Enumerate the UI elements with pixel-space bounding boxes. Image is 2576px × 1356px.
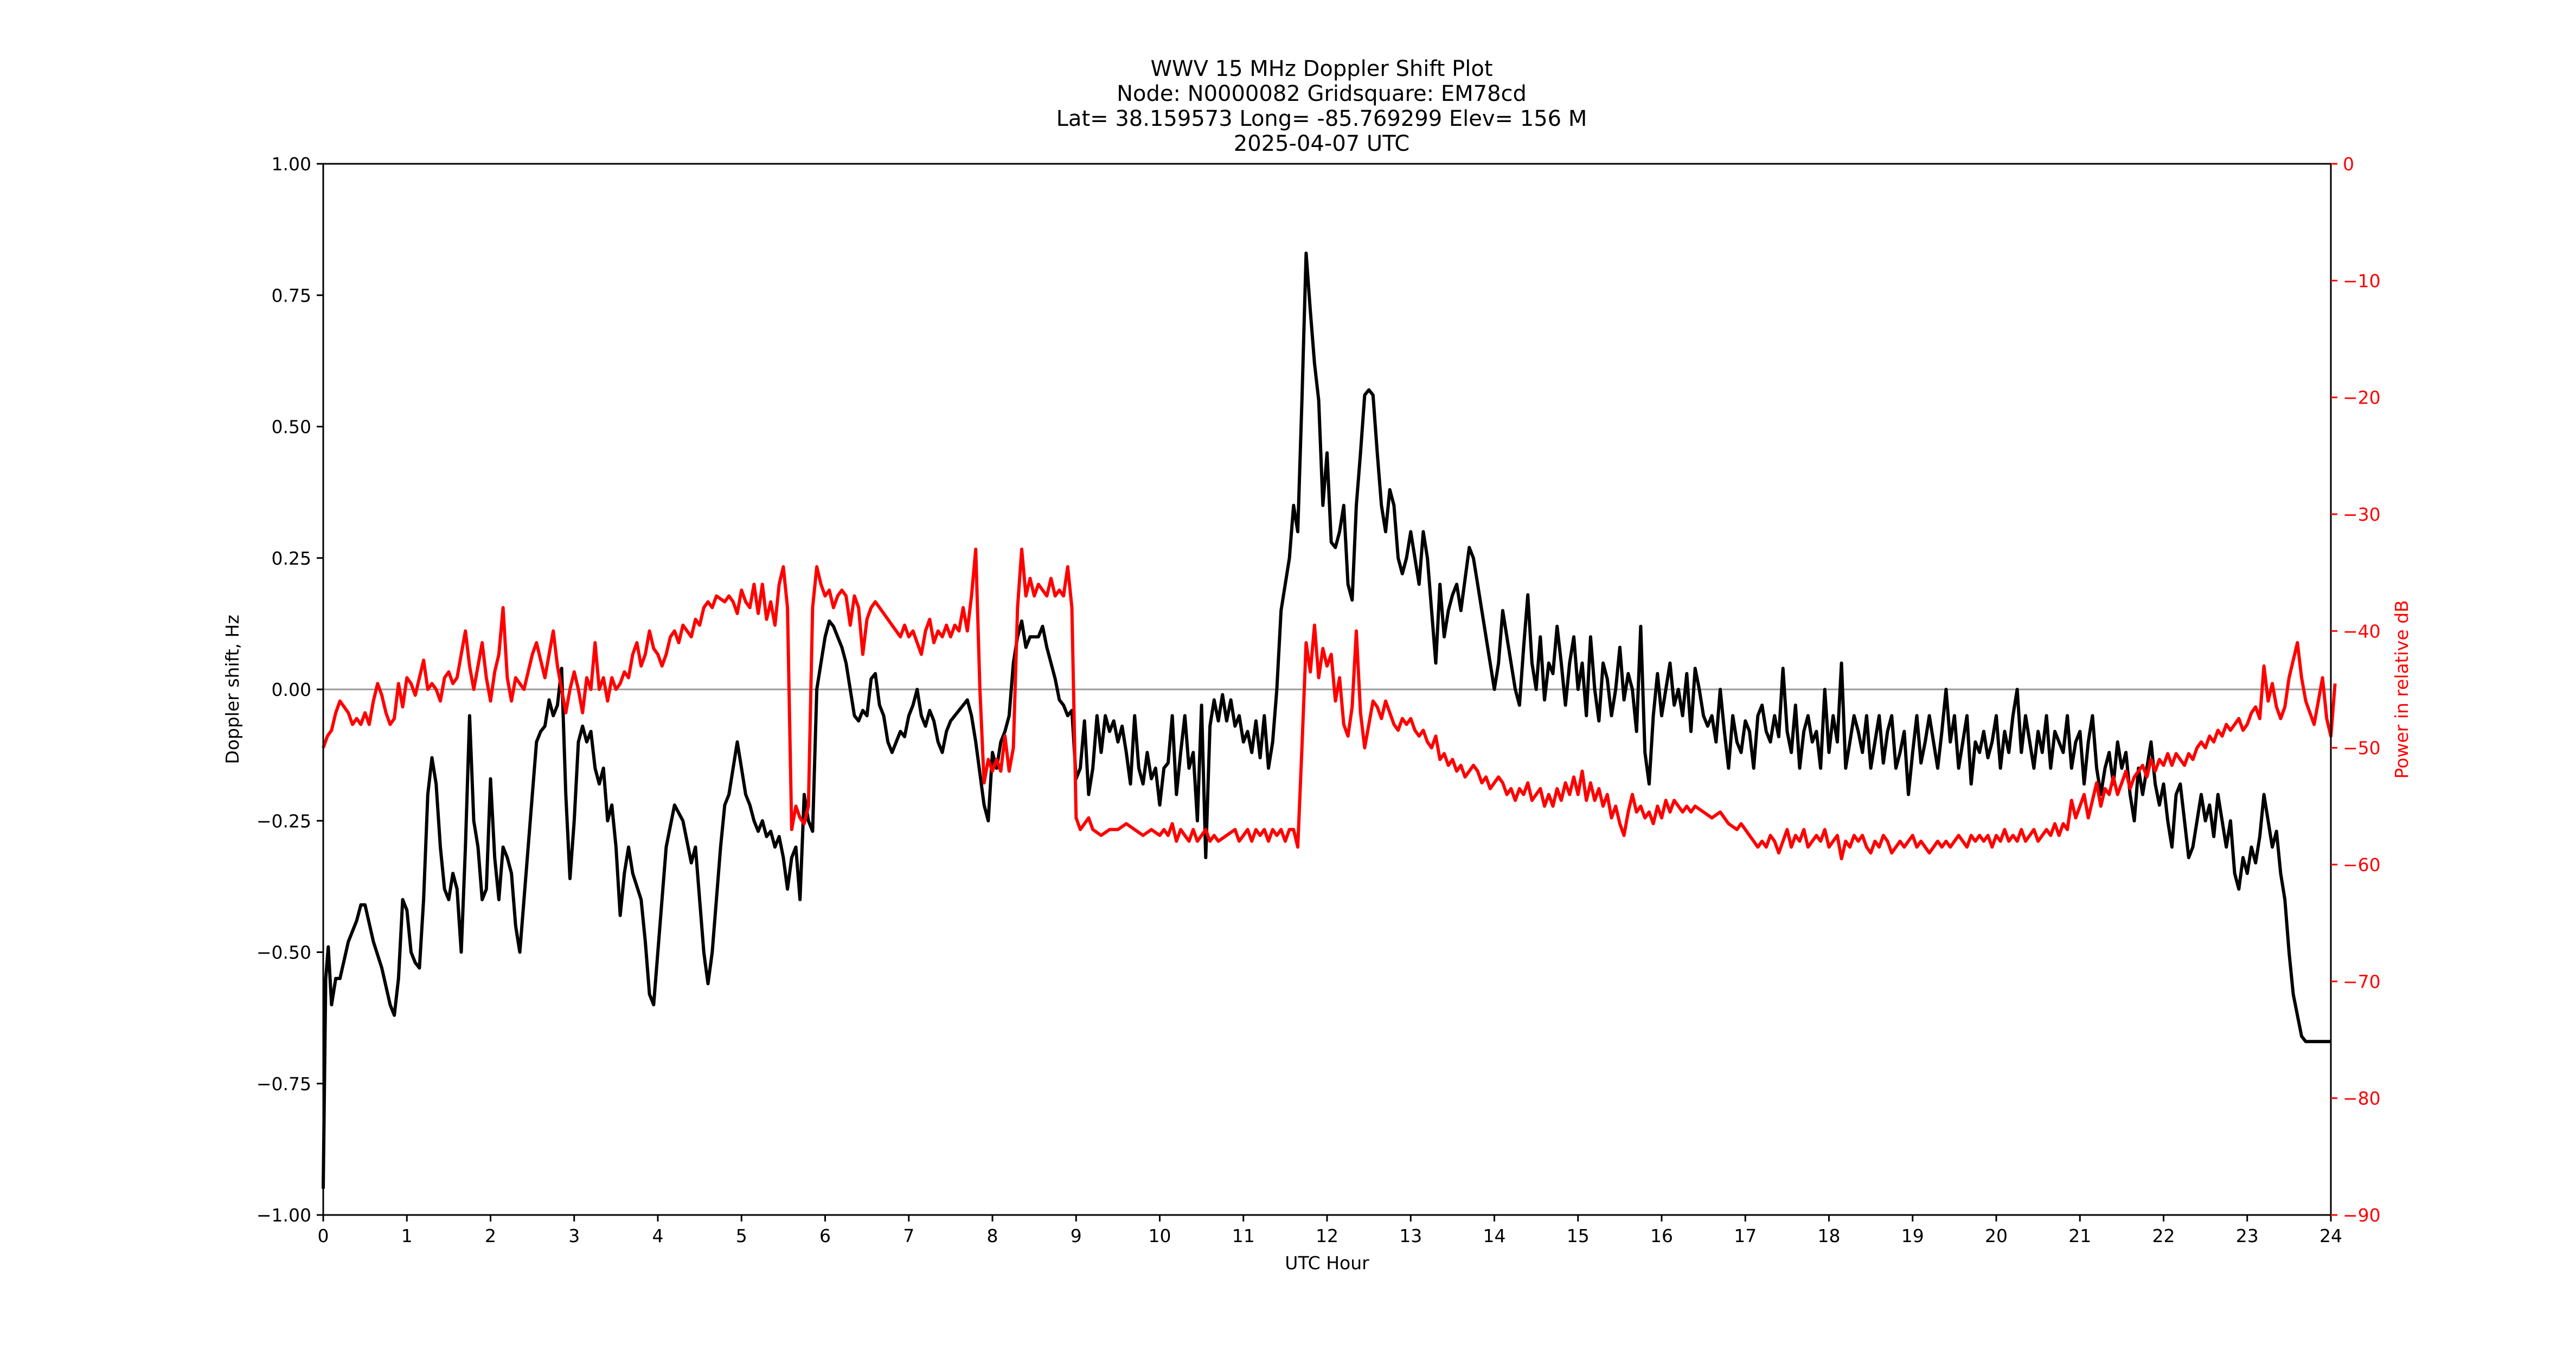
y-axis-label: Doppler shift, Hz: [222, 615, 243, 764]
y-tick-label: 1.00: [272, 153, 311, 175]
y-axis-left: −1.00 −0.75 −0.50 −0.25 0.00 0.25 0.50 0.75 1.00: [257, 153, 323, 1226]
y2-tick-label: 0: [2343, 153, 2354, 175]
x-tick-label: 5: [736, 1225, 747, 1246]
x-tick-label: 20: [1985, 1225, 2008, 1246]
y-tick-label: 0.25: [272, 548, 311, 569]
y-tick-label: 0.50: [272, 417, 311, 438]
x-tick-label: 1: [401, 1225, 413, 1246]
series-layer: [322, 251, 2337, 1189]
x-tick-label: 9: [1071, 1225, 1082, 1246]
x-tick-label: 13: [1399, 1225, 1422, 1246]
x-tick-label: 2: [485, 1225, 496, 1246]
doppler-series-line: [322, 251, 2331, 1189]
title-line-1: WWV 15 MHz Doppler Shift Plot: [1150, 56, 1492, 81]
y-tick-label: −1.00: [257, 1205, 311, 1226]
x-tick-label: 7: [903, 1225, 914, 1246]
y-tick-label: −0.75: [257, 1073, 311, 1095]
y2-tick-label: −20: [2343, 387, 2381, 408]
x-tick-label: 22: [2152, 1225, 2175, 1246]
y-tick-label: −0.25: [257, 810, 311, 831]
title-line-2: Node: N0000082 Gridsquare: EM78cd: [1117, 81, 1527, 106]
y2-axis-label: Power in relative dB: [2391, 600, 2412, 778]
x-tick-label: 24: [2319, 1225, 2342, 1246]
x-tick-label: 0: [318, 1225, 329, 1246]
chart-title: WWV 15 MHz Doppler Shift Plot Node: N000…: [1056, 56, 1587, 156]
y2-tick-label: −90: [2343, 1205, 2381, 1226]
x-tick-label: 4: [652, 1225, 664, 1246]
y2-tick-label: −80: [2343, 1088, 2381, 1109]
x-tick-label: 19: [1901, 1225, 1924, 1246]
x-tick-label: 8: [987, 1225, 998, 1246]
x-tick-label: 10: [1149, 1225, 1171, 1246]
x-tick-label: 18: [1818, 1225, 1841, 1246]
x-tick-label: 23: [2236, 1225, 2259, 1246]
y-tick-label: 0.00: [272, 679, 311, 700]
x-axis: 0 1 2 3 4 5 6 7 8 9 10 11 12 13 14 15 16 17 18 19 20 21 22 23 24: [318, 1215, 2342, 1246]
y2-tick-label: −50: [2343, 738, 2381, 759]
x-tick-label: 15: [1567, 1225, 1590, 1246]
x-tick-label: 6: [819, 1225, 831, 1246]
power-series-line: [322, 547, 2337, 861]
y2-tick-label: −70: [2343, 971, 2381, 992]
x-axis-label: UTC Hour: [1285, 1252, 1369, 1274]
x-tick-label: 12: [1316, 1225, 1338, 1246]
y2-tick-label: −10: [2343, 270, 2381, 291]
title-line-3: Lat= 38.159573 Long= -85.769299 Elev= 15…: [1056, 106, 1587, 131]
x-tick-label: 17: [1734, 1225, 1757, 1246]
y2-tick-label: −40: [2343, 621, 2381, 642]
x-tick-label: 11: [1232, 1225, 1255, 1246]
x-tick-label: 14: [1483, 1225, 1506, 1246]
y-tick-label: 0.75: [272, 285, 311, 306]
y-tick-label: −0.50: [257, 942, 311, 963]
y-axis-right: −90 −80 −70 −60 −50 −40 −30 −20 −10 0: [2331, 153, 2381, 1226]
y2-tick-label: −30: [2343, 504, 2381, 525]
x-tick-label: 3: [568, 1225, 580, 1246]
x-tick-label: 16: [1650, 1225, 1673, 1246]
x-tick-label: 21: [2068, 1225, 2091, 1246]
y2-tick-label: −60: [2343, 854, 2381, 875]
title-line-4: 2025-04-07 UTC: [1234, 131, 1409, 156]
